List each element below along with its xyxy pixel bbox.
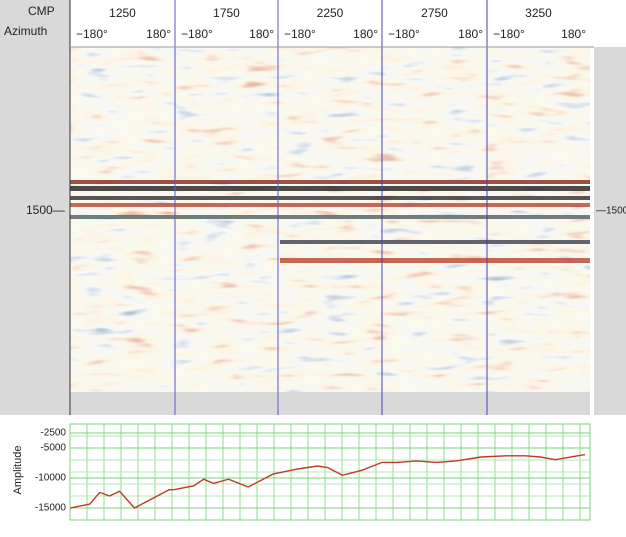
cmp-label: 2250 (317, 6, 344, 20)
y-tick-label: -2500 (40, 428, 66, 439)
line (69, 453, 586, 509)
cmp-label: 1250 (109, 6, 136, 20)
azimuth-label: 180° (353, 27, 378, 41)
azimuth-label: −180° (284, 27, 316, 41)
row-label: CMP (28, 4, 55, 18)
y-tick-label: -5000 (40, 443, 66, 454)
seismic-image (70, 47, 590, 392)
right-panel (594, 47, 626, 415)
row-label: Azimuth (4, 24, 47, 38)
azimuth-label: −180° (181, 27, 213, 41)
azimuth-label: −180° (493, 27, 525, 41)
azimuth-label: −180° (388, 27, 420, 41)
azimuth-label: 180° (146, 27, 171, 41)
depth-label: 1500— (26, 203, 65, 217)
y-axis-label: Amplitude (12, 446, 24, 495)
bottom-strip (70, 392, 590, 415)
cmp-label: 1750 (213, 6, 240, 20)
azimuth-label: 180° (458, 27, 483, 41)
y-tick-label: -15000 (35, 503, 67, 514)
depth-label: —1500 (596, 206, 626, 217)
cmp-label: 3250 (525, 6, 552, 20)
cmp-label: 2750 (421, 6, 448, 20)
azimuth-label: −180° (76, 27, 108, 41)
azimuth-label: 180° (561, 27, 586, 41)
azimuth-label: 180° (249, 27, 274, 41)
y-tick-label: -10000 (35, 473, 67, 484)
reflectors (70, 180, 590, 263)
left-panel (0, 0, 70, 415)
